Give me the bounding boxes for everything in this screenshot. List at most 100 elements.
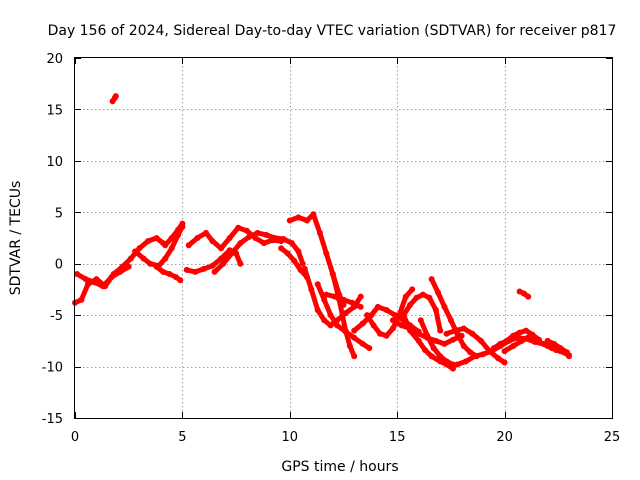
data-point bbox=[398, 322, 405, 329]
data-point bbox=[454, 361, 461, 368]
data-point bbox=[536, 338, 542, 345]
data-point bbox=[417, 317, 424, 324]
data-point bbox=[370, 322, 377, 329]
data-point bbox=[426, 294, 433, 301]
data-point bbox=[389, 317, 396, 324]
data-point bbox=[162, 255, 169, 262]
data-point bbox=[452, 327, 459, 334]
data-point bbox=[383, 332, 390, 339]
data-point bbox=[349, 299, 356, 306]
data-point bbox=[480, 351, 487, 358]
y-axis-label: SDTVAR / TECUs bbox=[8, 181, 24, 296]
data-point bbox=[112, 93, 119, 100]
data-point bbox=[179, 220, 186, 227]
data-point bbox=[261, 240, 267, 247]
data-point bbox=[366, 345, 373, 352]
y-tick-label: 10 bbox=[46, 155, 63, 170]
data-point bbox=[304, 217, 310, 224]
data-point bbox=[280, 236, 287, 242]
x-tick-label: 15 bbox=[389, 430, 406, 445]
data-point bbox=[415, 337, 422, 344]
data-point bbox=[551, 340, 557, 347]
data-point bbox=[377, 330, 383, 337]
data-point bbox=[437, 353, 444, 360]
data-point bbox=[563, 349, 570, 356]
data-point bbox=[136, 245, 143, 252]
data-point bbox=[82, 276, 89, 283]
data-point bbox=[295, 214, 302, 221]
data-point bbox=[316, 229, 323, 236]
data-point bbox=[286, 217, 293, 224]
series-arc-9 bbox=[211, 229, 306, 275]
data-point bbox=[460, 343, 467, 349]
series-arc-10 bbox=[278, 245, 310, 281]
data-point bbox=[329, 271, 336, 277]
series-arc-17 bbox=[364, 286, 416, 339]
data-point bbox=[525, 293, 532, 300]
data-point bbox=[254, 229, 261, 236]
data-point bbox=[402, 293, 409, 300]
series-trace bbox=[545, 338, 570, 355]
data-point bbox=[125, 263, 132, 270]
series-arc-20 bbox=[400, 291, 444, 334]
data-point bbox=[389, 325, 396, 332]
data-point bbox=[278, 245, 285, 252]
data-point bbox=[185, 242, 192, 249]
data-point bbox=[424, 332, 431, 339]
data-point bbox=[147, 260, 154, 267]
data-point bbox=[334, 322, 341, 329]
data-point bbox=[145, 238, 151, 245]
y-tick-label: 5 bbox=[55, 206, 63, 221]
data-point bbox=[218, 245, 225, 252]
data-point bbox=[443, 330, 450, 337]
data-point bbox=[166, 271, 173, 277]
y-tick-label: 15 bbox=[46, 103, 63, 118]
data-point bbox=[359, 320, 366, 327]
data-point bbox=[351, 327, 358, 334]
series-arc-7 bbox=[185, 224, 285, 252]
data-point bbox=[211, 268, 218, 275]
data-point bbox=[291, 257, 298, 264]
data-point bbox=[203, 229, 209, 236]
data-point bbox=[437, 327, 444, 334]
data-point bbox=[469, 330, 476, 337]
data-point bbox=[228, 250, 235, 257]
data-point bbox=[263, 231, 270, 238]
data-point bbox=[323, 291, 330, 298]
data-point bbox=[407, 327, 414, 334]
data-point bbox=[432, 307, 439, 313]
data-point bbox=[478, 337, 484, 344]
data-point bbox=[407, 301, 414, 308]
x-tick-label: 5 bbox=[178, 430, 186, 445]
data-point bbox=[299, 260, 306, 267]
chart-title: Day 156 of 2024, Sidereal Day-to-day VTE… bbox=[48, 23, 617, 39]
data-point bbox=[108, 274, 115, 281]
data-point bbox=[351, 334, 358, 341]
data-point bbox=[336, 296, 343, 303]
data-point bbox=[471, 353, 478, 360]
data-point bbox=[428, 276, 435, 283]
data-point bbox=[432, 337, 439, 344]
data-point bbox=[175, 226, 182, 233]
data-point bbox=[301, 265, 308, 272]
data-point bbox=[310, 211, 317, 218]
data-point bbox=[450, 336, 456, 343]
data-point bbox=[220, 260, 227, 267]
data-point bbox=[510, 332, 517, 339]
data-point bbox=[413, 294, 420, 301]
data-point bbox=[430, 345, 437, 352]
data-point bbox=[243, 227, 250, 234]
data-point bbox=[91, 279, 98, 286]
data-point bbox=[544, 337, 551, 344]
data-point bbox=[443, 358, 450, 365]
x-tick-label: 20 bbox=[496, 430, 513, 445]
data-point bbox=[441, 303, 448, 310]
data-point bbox=[420, 291, 426, 298]
data-point bbox=[462, 358, 469, 365]
data-point bbox=[177, 277, 184, 284]
data-point bbox=[428, 353, 435, 360]
data-point bbox=[450, 365, 456, 372]
series-arc-28 bbox=[544, 337, 570, 356]
data-point bbox=[467, 349, 474, 356]
